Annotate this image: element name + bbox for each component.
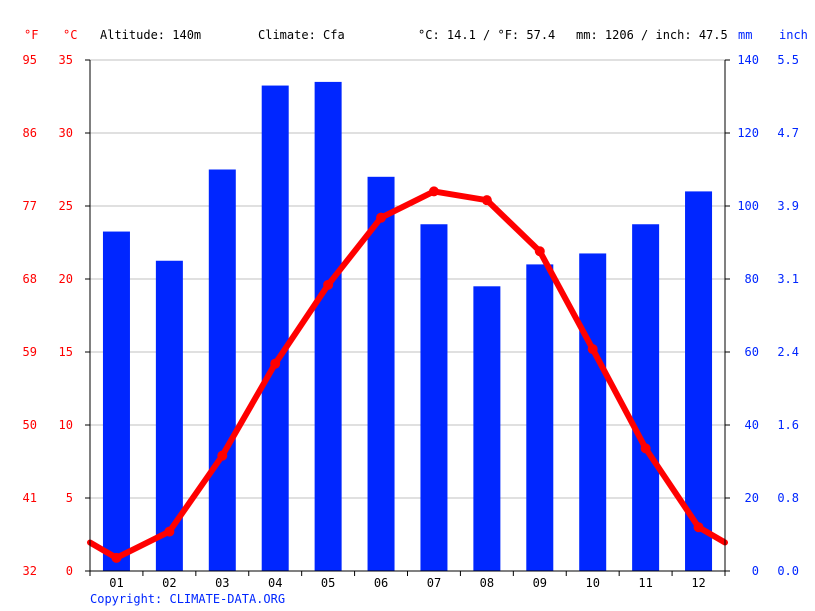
tick-label-celsius: 25 [59,199,73,213]
tick-label-mm: 120 [737,126,759,140]
x-tick-label: 01 [109,576,123,590]
tick-label-celsius: 15 [59,345,73,359]
grid-lines [90,59,725,499]
x-tick-label: 05 [321,576,335,590]
temperature-line [87,186,728,563]
precipitation-bar [102,231,130,572]
tick-label-inch: 2.4 [777,345,799,359]
temperature-point [164,526,175,537]
precipitation-bar [420,224,448,571]
temperature-point [640,443,651,454]
tick-label-mm: 0 [752,564,759,578]
tick-label-inch: 0.8 [777,491,799,505]
temperature-point [534,246,545,257]
x-tick-label: 06 [374,576,388,590]
x-tick-label: 12 [691,576,705,590]
unit-fahrenheit: °F [24,28,39,42]
tick-label-celsius: 0 [66,564,73,578]
tick-label-fahrenheit: 86 [23,126,37,140]
axes [85,59,730,576]
temperature-point [428,186,439,197]
x-tick-label: 03 [215,576,229,590]
tick-label-fahrenheit: 32 [23,564,37,578]
precipitation-bar [632,224,660,571]
precipitation-bar [208,169,236,571]
tick-label-inch: 4.7 [777,126,799,140]
tick-label-inch: 3.1 [777,272,799,286]
precipitation-bar [155,260,183,571]
tick-label-fahrenheit: 41 [23,491,37,505]
precipitation-total-label: mm: 1206 / inch: 47.5 [576,28,728,42]
tick-label-fahrenheit: 68 [23,272,37,286]
x-tick-label: 07 [427,576,441,590]
x-tick-label: 02 [162,576,176,590]
tick-label-fahrenheit: 50 [23,418,37,432]
tick-label-inch: 0.0 [777,564,799,578]
unit-celsius: °C [63,28,78,42]
tick-label-inch: 5.5 [777,53,799,67]
temperature-point [481,195,492,206]
temperature-point [270,358,281,369]
tick-label-inch: 3.9 [777,199,799,213]
tick-label-inch: 1.6 [777,418,799,432]
tick-label-mm: 60 [745,345,759,359]
precipitation-bar [685,191,713,571]
tick-label-mm: 140 [737,53,759,67]
tick-label-celsius: 10 [59,418,73,432]
tick-label-fahrenheit: 77 [23,199,37,213]
temperature-point [217,450,228,461]
climate-label: Climate: Cfa [258,28,345,42]
tick-labels: 32 0 41 5 50 10 59 15 68 20 77 25 86 30 95 35 0 0.0 20 0.8 4… [23,53,799,590]
tick-label-fahrenheit: 59 [23,345,37,359]
precipitation-bar [314,81,342,572]
precipitation-bar [261,85,289,572]
precipitation-bar [473,286,501,571]
tick-label-fahrenheit: 95 [23,53,37,67]
unit-inch: inch [779,28,808,42]
copyright-link[interactable]: Copyright: CLIMATE-DATA.ORG [90,592,286,606]
temperature-average-label: °C: 14.1 / °F: 57.4 [418,28,556,42]
x-tick-label: 09 [533,576,547,590]
temperature-point [323,279,334,290]
x-tick-label: 04 [268,576,282,590]
x-tick-label: 11 [638,576,652,590]
temperature-point [693,522,704,533]
precipitation-bar [526,264,554,571]
tick-label-celsius: 35 [59,53,73,67]
precipitation-bar [579,253,607,571]
tick-label-celsius: 5 [66,491,73,505]
x-tick-label: 08 [480,576,494,590]
unit-mm: mm [738,28,753,42]
tick-label-celsius: 30 [59,126,73,140]
precipitation-bar [367,176,395,572]
temperature-point [376,212,387,223]
temperature-point [111,552,122,563]
precipitation-bars [102,81,713,572]
tick-label-celsius: 20 [59,272,73,286]
altitude-label: Altitude: 140m [100,28,202,42]
temperature-point [587,344,598,355]
tick-label-mm: 100 [737,199,759,213]
temperature-line-path [87,188,728,561]
tick-label-mm: 40 [745,418,759,432]
x-tick-label: 10 [585,576,599,590]
tick-label-mm: 20 [745,491,759,505]
tick-label-mm: 80 [745,272,759,286]
